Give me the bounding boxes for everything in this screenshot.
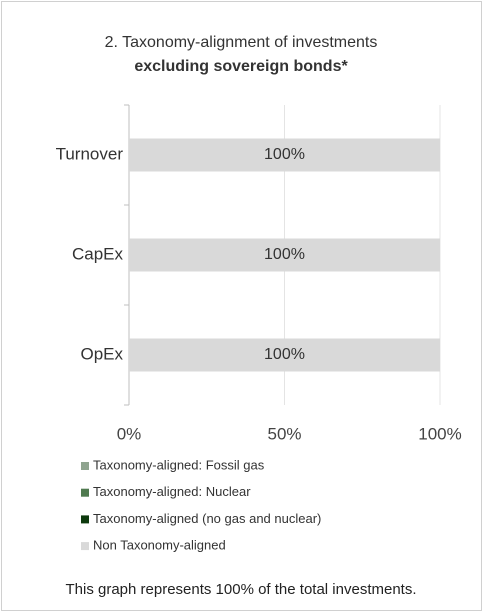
footnote: This graph represents 100% of the total … (65, 581, 416, 598)
chart-subtitle: excluding sovereign bonds* (134, 58, 348, 75)
bar-segment (129, 238, 440, 272)
legend-label: Non Taxonomy-aligned (93, 538, 226, 553)
x-tick-label: 0% (117, 424, 142, 443)
y-tick-label: OpEx (80, 344, 123, 363)
data-label: 100% (264, 346, 305, 363)
x-tick-label: 50% (267, 424, 301, 443)
bar-segment (129, 338, 440, 372)
legend-label: Taxonomy-aligned: Nuclear (93, 484, 251, 499)
y-tick-label: Turnover (56, 144, 124, 163)
chart-title: 2. Taxonomy-alignment of investments (105, 34, 378, 51)
data-label: 100% (264, 246, 305, 263)
y-tick-label: CapEx (72, 244, 124, 263)
data-label: 100% (264, 146, 305, 163)
x-tick-label: 100% (418, 424, 461, 443)
legend-swatch (81, 488, 89, 497)
bar-segment (129, 138, 440, 172)
legend-swatch (81, 542, 89, 551)
legend-swatch (81, 462, 89, 470)
legend-label: Taxonomy-aligned: Fossil gas (93, 457, 265, 472)
legend-label: Taxonomy-aligned (no gas and nuclear) (93, 511, 321, 526)
legend-swatch (81, 515, 89, 524)
